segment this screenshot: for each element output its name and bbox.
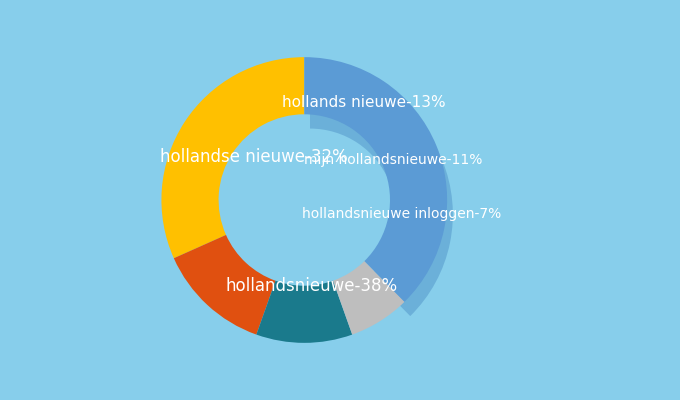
Wedge shape <box>304 57 447 302</box>
Text: hollandse nieuwe-32%: hollandse nieuwe-32% <box>160 148 348 166</box>
Wedge shape <box>161 57 304 258</box>
Text: hollandsnieuwe-38%: hollandsnieuwe-38% <box>225 277 398 295</box>
Wedge shape <box>333 261 405 334</box>
Wedge shape <box>310 72 453 316</box>
Text: mijn hollandsnieuwe-11%: mijn hollandsnieuwe-11% <box>304 153 482 167</box>
Text: hollands nieuwe-13%: hollands nieuwe-13% <box>282 95 446 110</box>
Text: hollandsnieuwe inloggen-7%: hollandsnieuwe inloggen-7% <box>302 207 501 221</box>
Wedge shape <box>174 235 275 334</box>
Wedge shape <box>256 281 352 343</box>
